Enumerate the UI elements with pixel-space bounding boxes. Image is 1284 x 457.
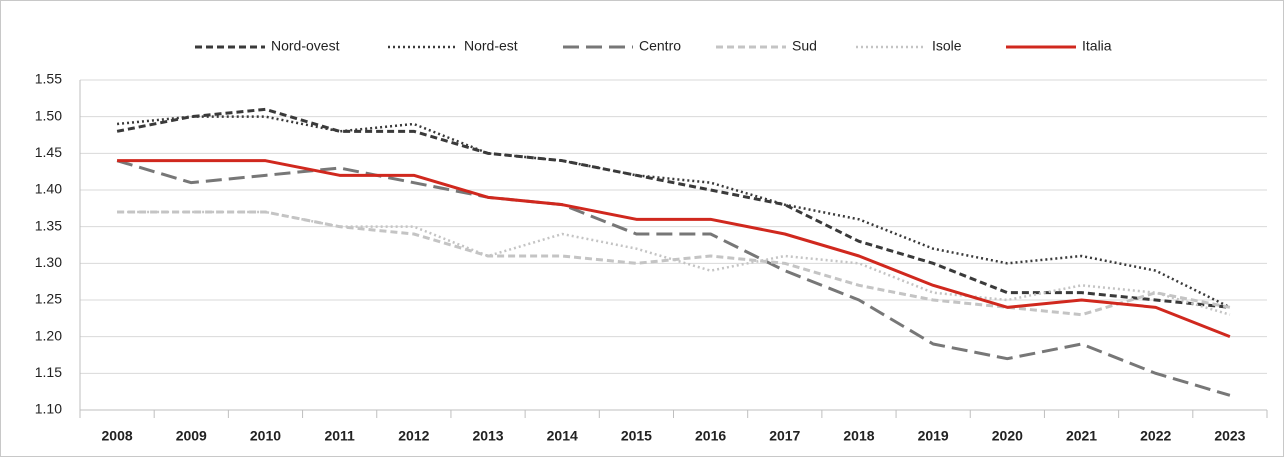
legend-label: Nord-ovest	[271, 38, 340, 54]
x-tick-label: 2021	[1066, 428, 1097, 444]
series-line	[117, 159, 1231, 339]
y-tick-label: 1.30	[35, 254, 62, 270]
legend-label: Isole	[932, 38, 962, 54]
x-tick-label: 2010	[250, 428, 281, 444]
series-line	[117, 210, 1231, 317]
y-tick-label: 1.25	[35, 291, 62, 307]
series-line	[116, 159, 1231, 397]
legend-label: Nord-est	[464, 38, 518, 54]
x-tick-label: 2022	[1140, 428, 1171, 444]
series-line	[116, 115, 1231, 309]
y-tick-label: 1.15	[35, 364, 62, 380]
x-tick-label: 2023	[1214, 428, 1245, 444]
legend-label: Sud	[792, 38, 817, 54]
x-tick-label: 2020	[992, 428, 1023, 444]
x-tick-label: 2012	[398, 428, 429, 444]
x-tick-label: 2009	[176, 428, 207, 444]
series-line	[117, 210, 1231, 316]
x-tick-label: 2016	[695, 428, 726, 444]
y-tick-label: 1.55	[35, 71, 62, 87]
y-tick-label: 1.45	[35, 144, 62, 160]
legend-label: Centro	[639, 38, 681, 54]
y-tick-label: 1.10	[35, 401, 62, 417]
legend-label: Italia	[1082, 38, 1112, 54]
x-tick-label: 2014	[547, 428, 578, 444]
x-tick-label: 2008	[102, 428, 133, 444]
x-tick-label: 2018	[843, 428, 874, 444]
y-tick-label: 1.50	[35, 107, 62, 123]
x-tick-label: 2015	[621, 428, 652, 444]
x-tick-label: 2017	[769, 428, 800, 444]
y-tick-label: 1.40	[35, 181, 62, 197]
y-tick-label: 1.35	[35, 217, 62, 233]
y-tick-label: 1.20	[35, 327, 62, 343]
x-tick-label: 2011	[324, 428, 355, 444]
x-tick-label: 2013	[472, 428, 503, 444]
x-tick-label: 2019	[918, 428, 949, 444]
